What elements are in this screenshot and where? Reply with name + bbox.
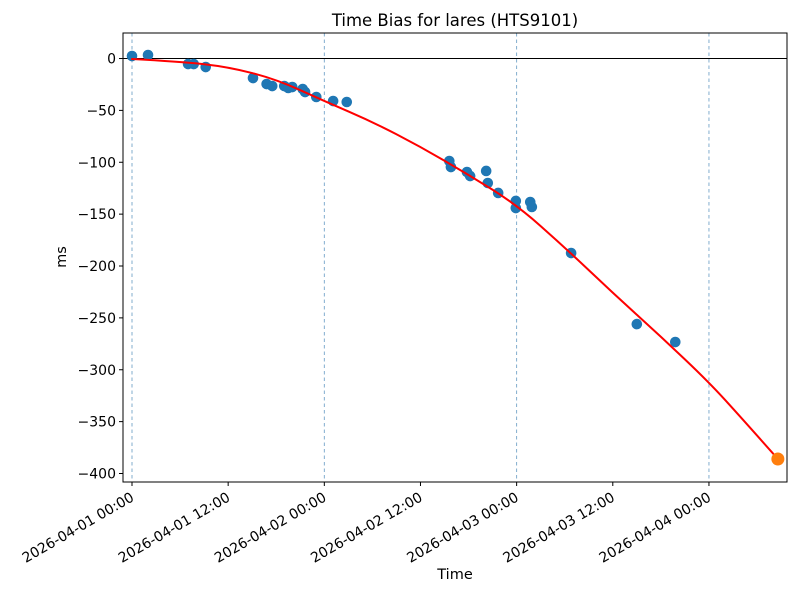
scatter-point bbox=[480, 165, 492, 177]
prediction-point bbox=[771, 452, 785, 466]
scatter-point bbox=[631, 318, 643, 330]
axes-frame bbox=[122, 32, 788, 483]
y-tick-label: −100 bbox=[78, 155, 116, 171]
scatter-point bbox=[445, 161, 457, 173]
x-axis-label: Time bbox=[437, 567, 473, 583]
scatter-point bbox=[142, 49, 154, 61]
y-tick-label: −50 bbox=[86, 103, 116, 119]
scatter-point bbox=[341, 96, 353, 108]
y-tick-label: 0 bbox=[107, 52, 116, 68]
fit-curve bbox=[130, 58, 779, 460]
y-tick-label: −250 bbox=[78, 311, 116, 327]
scatter-point bbox=[526, 201, 538, 213]
y-axis-label: ms bbox=[54, 246, 70, 268]
y-tick-label: −200 bbox=[78, 259, 116, 275]
scatter-point bbox=[510, 202, 522, 214]
y-tick-label: −400 bbox=[78, 466, 116, 482]
scatter-point bbox=[266, 80, 278, 92]
y-tick-label: −150 bbox=[78, 207, 116, 223]
y-tick-label: −300 bbox=[78, 363, 116, 379]
scatter-point bbox=[669, 336, 681, 348]
chart-title: Time Bias for lares (HTS9101) bbox=[331, 11, 579, 30]
scatter-point bbox=[247, 72, 259, 84]
y-tick-label: −350 bbox=[78, 415, 116, 431]
